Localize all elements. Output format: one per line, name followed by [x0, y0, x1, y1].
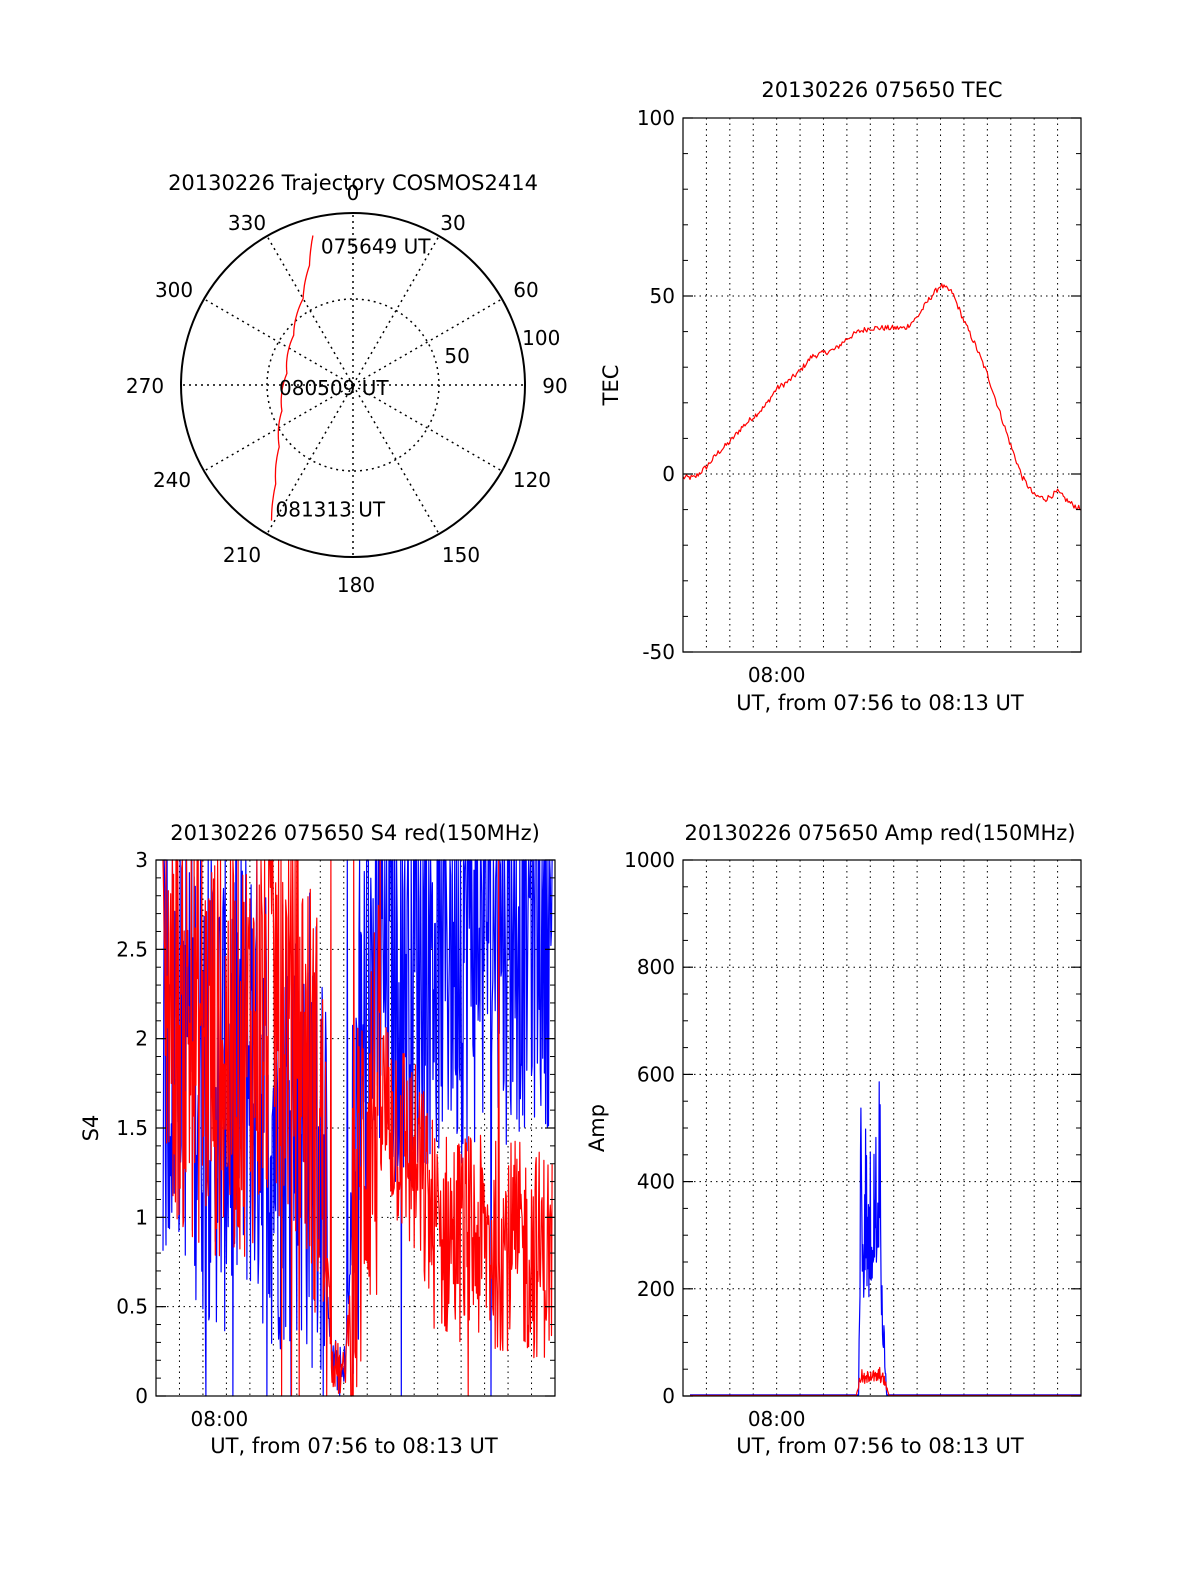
- s4-y-tick-label: 1: [135, 1205, 148, 1229]
- s4-y-tick-label: 2: [135, 1027, 148, 1051]
- s4-y-tick-label: 1.5: [116, 1116, 148, 1140]
- amp-y-tick-label: 600: [637, 1062, 675, 1086]
- trajectory-chart: 20130226 Trajectory COSMOS2414 0 30 60 90 12…: [126, 171, 568, 597]
- azimuth-label: 330: [228, 211, 266, 235]
- azimuth-label: 150: [442, 543, 480, 567]
- polar-outer-circle: [180, 212, 526, 558]
- s4-chart: 20130226 075650 S4 red(150MHz) 0 0.5 1 1.5 2…: [79, 821, 556, 1458]
- trajectory-time-label: 075649 UT: [321, 234, 431, 258]
- polar-spoke: [203, 298, 354, 386]
- azimuth-label: 180: [337, 573, 375, 597]
- s4-ylabel: S4: [79, 1115, 103, 1142]
- tec-chart: 20130226 075650 TEC -50 0 50 100 08:00 UT, …: [599, 78, 1082, 715]
- s4-y-tick-label: 0.5: [116, 1295, 148, 1319]
- s4-title: 20130226 075650 S4 red(150MHz): [170, 821, 540, 845]
- azimuth-label: 120: [513, 468, 551, 492]
- azimuth-label: 270: [126, 374, 164, 398]
- amp-y-tick-label: 800: [637, 955, 675, 979]
- amp-minor-ticks: [683, 886, 1081, 1370]
- azimuth-label: 60: [513, 278, 538, 302]
- tec-x-tick-labels: 08:00: [748, 663, 806, 687]
- trajectory-line: [270, 235, 314, 521]
- s4-y-tick-labels: 0 0.5 1 1.5 2 2.5 3: [116, 848, 555, 1408]
- azimuth-label: 300: [155, 278, 193, 302]
- s4-x-tick-label: 08:00: [191, 1407, 249, 1431]
- s4-series: [162, 859, 553, 1397]
- amp-chart: 20130226 075650 Amp red(150MHz) 0 200 400 6…: [585, 821, 1082, 1458]
- azimuth-label: 90: [542, 374, 567, 398]
- tec-title: 20130226 075650 TEC: [761, 78, 1002, 102]
- polar-spoke: [352, 235, 440, 386]
- amp-y-tick-label: 400: [637, 1170, 675, 1194]
- tec-minor-ticks: [683, 153, 1081, 617]
- amp-series-line-0: [689, 1081, 1082, 1396]
- tec-y-tick-labels: -50 0 50 100: [637, 106, 1081, 664]
- tec-ylabel: TEC: [599, 365, 623, 407]
- azimuth-label: 0: [347, 181, 360, 205]
- tec-x-tick-label: 08:00: [748, 663, 806, 687]
- s4-y-tick-label: 0: [135, 1384, 148, 1408]
- s4-x-tick-labels: 08:00: [191, 1407, 249, 1431]
- amp-y-tick-label: 1000: [624, 848, 675, 872]
- amp-y-tick-label: 0: [662, 1384, 675, 1408]
- amp-x-tick-label: 08:00: [748, 1407, 806, 1431]
- azimuth-label: 30: [440, 211, 465, 235]
- s4-y-tick-label: 3: [135, 848, 148, 872]
- radial-label: 100: [522, 326, 560, 350]
- polar-spoke: [352, 384, 503, 472]
- tec-grid: [683, 118, 1081, 652]
- tec-series-line-0: [682, 283, 1082, 511]
- amp-y-tick-labels: 0 200 400 600 800 1000: [624, 848, 1081, 1408]
- polar-spoke: [266, 384, 354, 535]
- azimuth-label: 240: [153, 468, 191, 492]
- tec-y-tick-label: 50: [650, 284, 675, 308]
- trajectory-time-label: 080509 UT: [279, 376, 389, 400]
- trajectory-annotations: 075649 UT 080509 UT 081313 UT: [276, 234, 432, 521]
- amp-series: [689, 1081, 1082, 1397]
- amp-x-tick-labels: 08:00: [748, 1407, 806, 1431]
- s4-minor-ticks: [156, 877, 555, 1379]
- trajectory-time-label: 081313 UT: [276, 498, 386, 522]
- radial-label: 50: [444, 344, 469, 368]
- trajectory-title: 20130226 Trajectory COSMOS2414: [168, 171, 538, 195]
- tec-y-tick-label: -50: [642, 640, 675, 664]
- polar-spoke: [352, 298, 503, 386]
- amp-title: 20130226 075650 Amp red(150MHz): [684, 821, 1075, 845]
- tec-frame: [682, 117, 1082, 653]
- amp-ylabel: Amp: [585, 1104, 609, 1152]
- azimuth-labels: 0 30 60 90 120 150 180 210 240 270 300 330: [126, 181, 568, 597]
- radial-labels: 50 100: [444, 326, 560, 368]
- tec-xlabel: UT, from 07:56 to 08:13 UT: [736, 691, 1024, 715]
- s4-y-tick-label: 2.5: [116, 937, 148, 961]
- tec-series: [682, 283, 1082, 511]
- trajectory-series: [270, 235, 314, 521]
- amp-xlabel: UT, from 07:56 to 08:13 UT: [736, 1434, 1024, 1458]
- s4-series-line-1: [162, 859, 553, 1397]
- polar-spoke: [266, 235, 354, 386]
- s4-xlabel: UT, from 07:56 to 08:13 UT: [210, 1434, 498, 1458]
- tec-y-tick-label: 100: [637, 106, 675, 130]
- amp-y-tick-label: 200: [637, 1277, 675, 1301]
- azimuth-label: 210: [223, 543, 261, 567]
- tec-y-tick-label: 0: [662, 462, 675, 486]
- polar-spoke: [352, 384, 440, 535]
